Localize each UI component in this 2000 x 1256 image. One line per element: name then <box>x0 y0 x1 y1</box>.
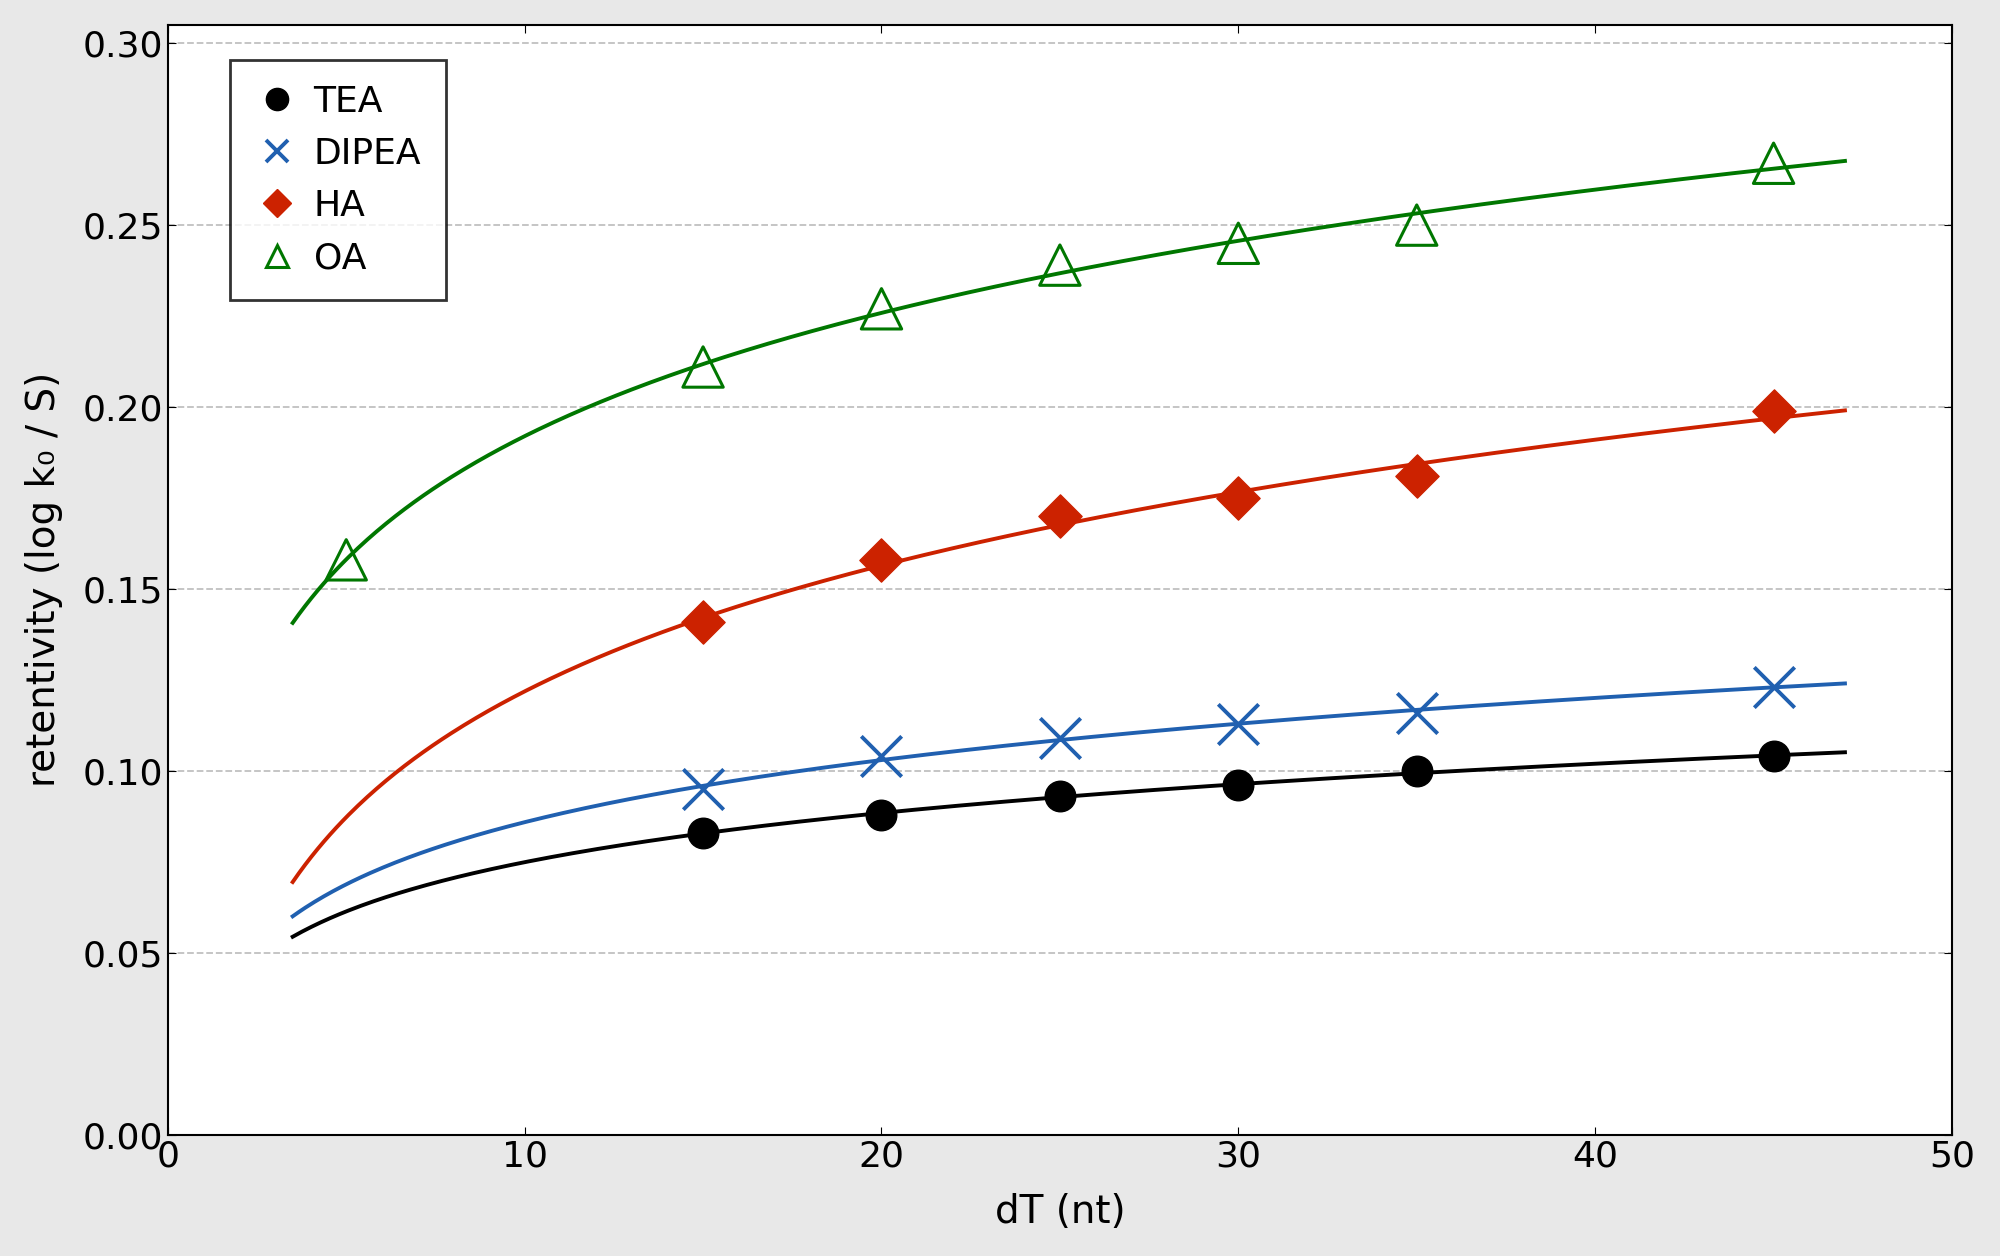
Point <box>330 550 362 570</box>
Y-axis label: retentivity (log k₀ / S): retentivity (log k₀ / S) <box>24 372 64 788</box>
Point <box>688 823 720 843</box>
Point <box>1222 713 1254 734</box>
Point <box>1758 677 1790 697</box>
Point <box>1222 775 1254 795</box>
Point <box>1758 153 1790 173</box>
Point <box>1044 728 1076 749</box>
Point <box>1400 702 1432 722</box>
Point <box>1758 746 1790 766</box>
Point <box>1044 786 1076 806</box>
Point <box>866 746 898 766</box>
Point <box>866 550 898 570</box>
Point <box>688 357 720 377</box>
Point <box>688 779 720 799</box>
Point <box>1400 466 1432 486</box>
Point <box>1758 401 1790 421</box>
Point <box>688 612 720 632</box>
Point <box>1044 255 1076 275</box>
Point <box>866 805 898 825</box>
Point <box>866 299 898 319</box>
X-axis label: dT (nt): dT (nt) <box>994 1193 1126 1231</box>
Point <box>1044 506 1076 526</box>
Point <box>1222 487 1254 507</box>
Point <box>1222 234 1254 254</box>
Legend: TEA, DIPEA, HA, OA: TEA, DIPEA, HA, OA <box>230 60 446 300</box>
Point <box>1400 215 1432 235</box>
Point <box>1400 761 1432 781</box>
